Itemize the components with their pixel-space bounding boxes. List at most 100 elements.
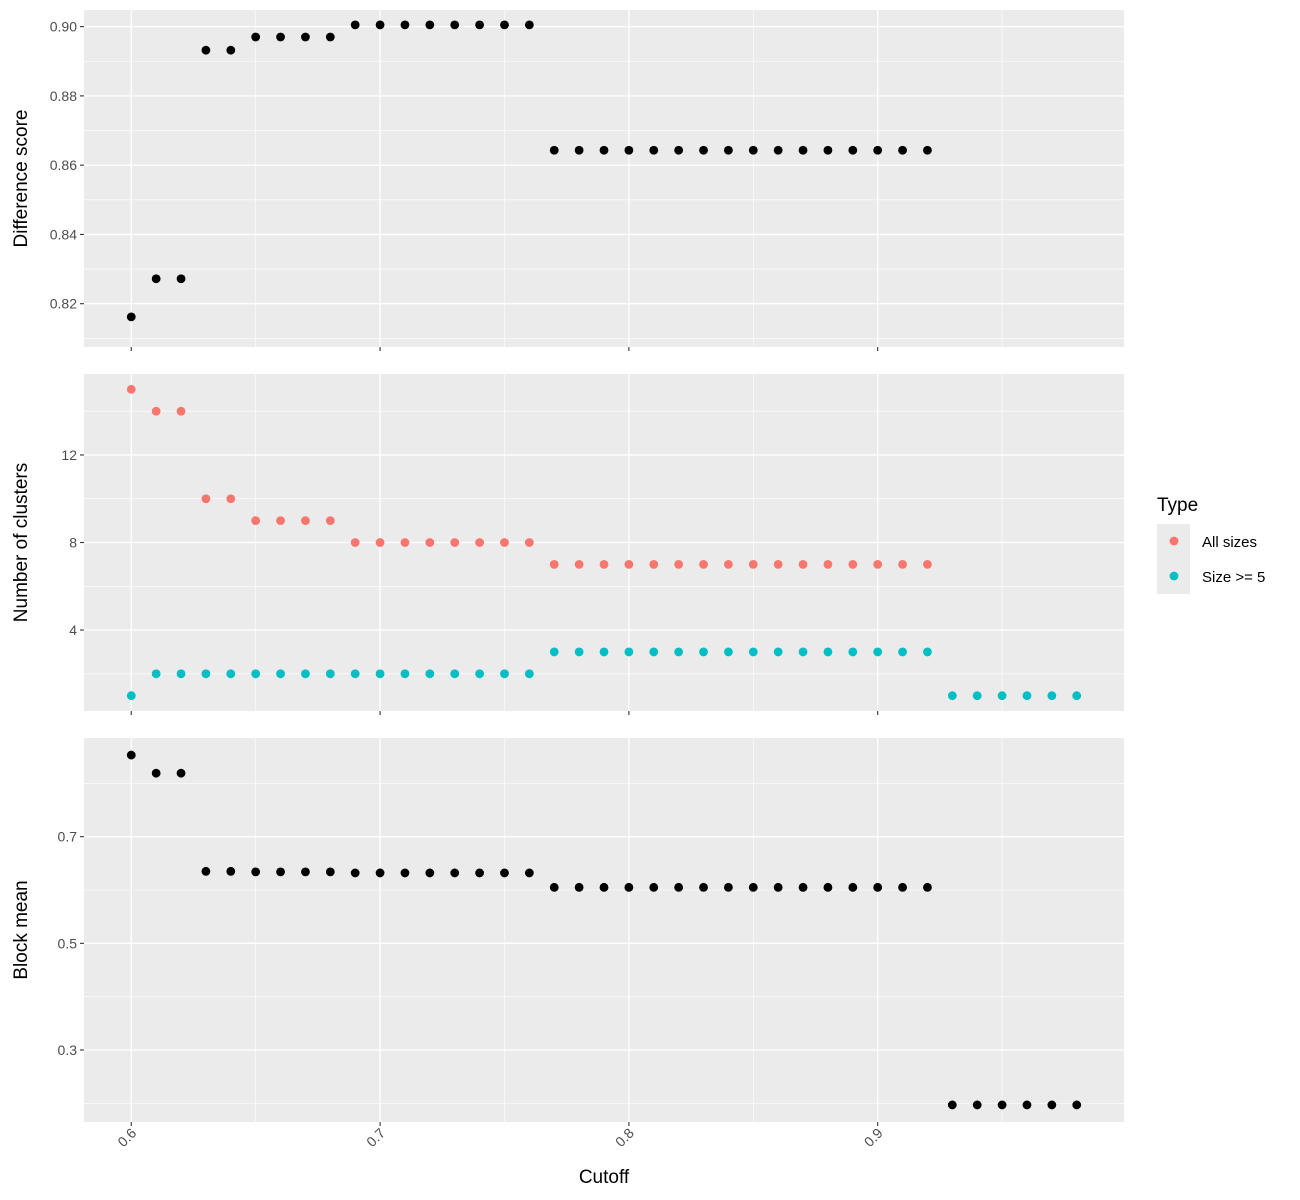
- data-point-panel2-series2: [375, 669, 385, 679]
- legend-label-1: All sizes: [1202, 534, 1257, 551]
- data-point-panel2-series2: [997, 691, 1007, 701]
- legend-label-2: Size >= 5: [1202, 569, 1265, 586]
- data-point-panel3-series1: [1072, 1100, 1082, 1110]
- data-point-panel2-series2: [574, 647, 584, 657]
- data-point-panel2-series2: [301, 669, 310, 679]
- data-point-panel2-series1: [425, 538, 435, 547]
- data-point-panel1-series1: [276, 32, 285, 42]
- data-point-panel3-series1: [798, 882, 808, 892]
- data-point-panel2-series2: [500, 669, 509, 679]
- data-point-panel3-series1: [400, 868, 410, 878]
- y-tick-label: 8: [69, 535, 77, 551]
- data-point-panel1-series1: [748, 145, 758, 155]
- data-point-panel2-series2: [748, 647, 758, 657]
- y-tick-label: 12: [61, 447, 77, 463]
- data-point-panel2-series1: [176, 406, 186, 416]
- data-point-panel2-series1: [400, 538, 410, 547]
- x-tick-label: 0.6: [114, 1125, 139, 1150]
- data-point-panel3-series1: [251, 867, 261, 877]
- data-point-panel2-series2: [923, 647, 932, 657]
- data-point-panel3-series1: [301, 867, 310, 877]
- data-point-panel3-series1: [599, 882, 609, 892]
- data-point-panel2-series1: [475, 538, 484, 547]
- data-point-panel3-series1: [500, 868, 509, 878]
- data-point-panel2-series2: [898, 647, 907, 657]
- data-point-panel3-series1: [350, 868, 360, 878]
- data-point-panel1-series1: [301, 32, 310, 42]
- y-axis-title-3: Block mean: [11, 880, 32, 979]
- data-point-panel2-series1: [226, 494, 236, 504]
- data-point-panel3-series1: [574, 882, 584, 892]
- data-point-panel3-series1: [848, 882, 858, 892]
- data-point-panel1-series1: [898, 145, 907, 155]
- data-point-panel1-series1: [649, 145, 659, 155]
- data-point-panel1-series1: [873, 145, 883, 155]
- data-point-panel2-series2: [699, 647, 708, 657]
- data-point-panel3-series1: [898, 882, 907, 892]
- data-point-panel3-series1: [748, 882, 758, 892]
- data-point-panel3-series1: [997, 1100, 1007, 1110]
- data-point-panel1-series1: [375, 20, 385, 30]
- data-point-panel2-series1: [724, 559, 733, 569]
- data-point-panel2-series2: [599, 647, 609, 657]
- data-point-panel2-series2: [724, 647, 733, 657]
- data-point-panel3-series1: [201, 866, 211, 876]
- data-point-panel2-series1: [301, 516, 310, 526]
- data-point-panel1-series1: [798, 145, 808, 155]
- x-tick-label: 0.9: [861, 1125, 886, 1150]
- data-point-panel2-series1: [624, 559, 634, 569]
- data-point-panel1-series1: [524, 20, 534, 30]
- panel-background-3: [84, 738, 1124, 1122]
- data-point-panel3-series1: [276, 867, 285, 877]
- data-point-panel1-series1: [923, 145, 932, 155]
- data-point-panel2-series2: [226, 669, 236, 679]
- data-point-panel1-series1: [251, 32, 261, 42]
- data-point-panel3-series1: [375, 868, 385, 878]
- data-point-panel2-series2: [350, 669, 360, 679]
- data-point-panel3-series1: [325, 867, 335, 877]
- data-point-panel3-series1: [699, 882, 708, 892]
- data-point-panel1-series1: [549, 145, 559, 155]
- data-point-panel2-series2: [1047, 691, 1057, 701]
- data-point-panel2-series1: [599, 559, 609, 569]
- data-point-panel2-series2: [873, 647, 883, 657]
- y-tick-label: 0.90: [50, 19, 77, 35]
- data-point-panel2-series1: [151, 406, 161, 416]
- data-point-panel1-series1: [823, 145, 833, 155]
- data-point-panel2-series1: [823, 559, 833, 569]
- data-point-panel2-series1: [276, 516, 285, 526]
- y-axis-title-1: Difference score: [11, 110, 32, 248]
- data-point-panel2-series2: [126, 691, 136, 701]
- panel-background-1: [84, 10, 1124, 347]
- x-tick-label: 0.7: [363, 1125, 388, 1150]
- data-point-panel2-series2: [674, 647, 684, 657]
- data-point-panel2-series1: [873, 559, 883, 569]
- data-point-panel1-series1: [126, 312, 136, 322]
- data-point-panel2-series2: [798, 647, 808, 657]
- data-point-panel1-series1: [475, 20, 484, 30]
- data-point-panel1-series1: [599, 145, 609, 155]
- y-tick-label: 4: [69, 622, 77, 638]
- data-point-panel1-series1: [773, 145, 783, 155]
- data-point-panel3-series1: [724, 882, 733, 892]
- data-point-panel2-series1: [549, 559, 559, 569]
- data-point-panel1-series1: [724, 145, 733, 155]
- data-point-panel2-series2: [400, 669, 410, 679]
- y-tick-label: 0.86: [50, 157, 77, 173]
- data-point-panel1-series1: [674, 145, 684, 155]
- data-point-panel2-series1: [574, 559, 584, 569]
- data-point-panel3-series1: [126, 750, 136, 760]
- data-point-panel2-series1: [923, 559, 932, 569]
- data-point-panel2-series2: [649, 647, 659, 657]
- data-point-panel2-series2: [325, 669, 335, 679]
- y-tick-label: 0.3: [58, 1042, 78, 1058]
- data-point-panel2-series2: [251, 669, 261, 679]
- data-point-panel3-series1: [773, 882, 783, 892]
- data-point-panel2-series2: [201, 669, 211, 679]
- data-point-panel3-series1: [923, 882, 932, 892]
- data-point-panel2-series1: [450, 538, 460, 547]
- data-point-panel1-series1: [226, 45, 236, 55]
- data-point-panel1-series1: [848, 145, 858, 155]
- data-point-panel2-series2: [773, 647, 783, 657]
